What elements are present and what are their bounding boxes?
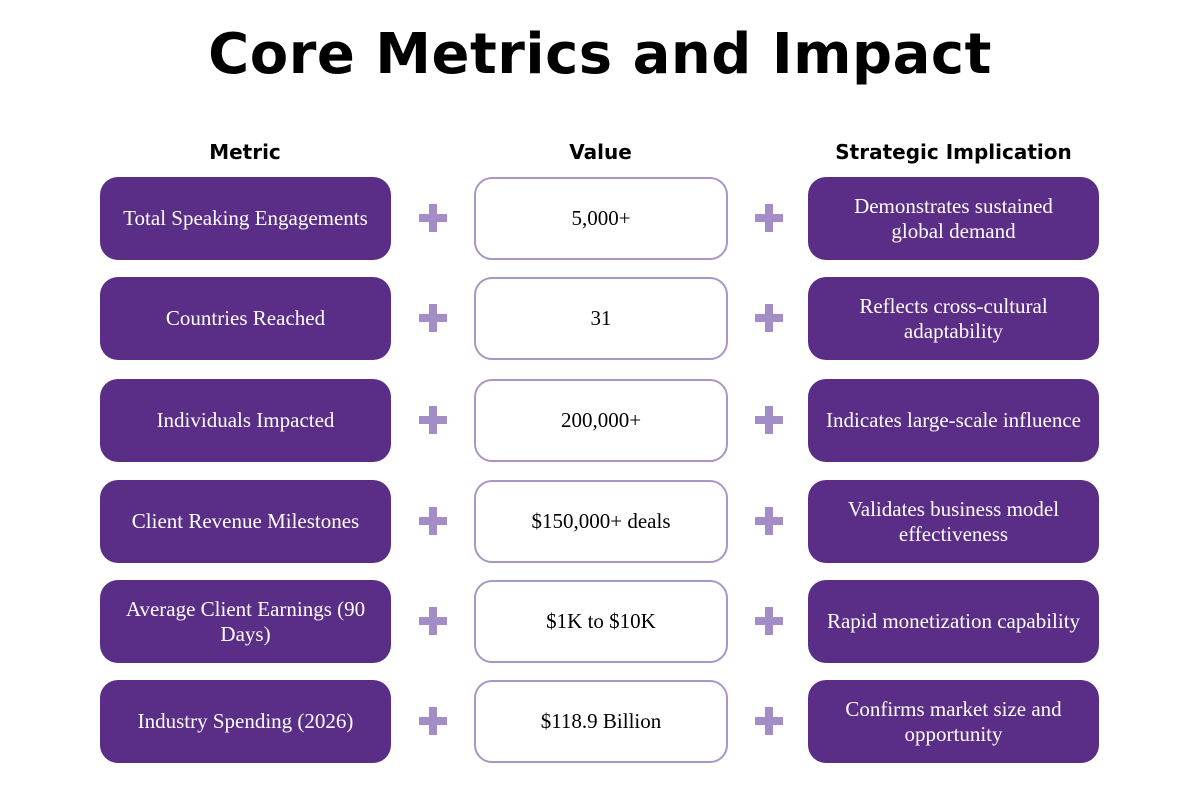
implication-box: Demonstrates sustained global demand bbox=[808, 177, 1099, 260]
value-box: $150,000+ deals bbox=[474, 480, 728, 563]
metric-row: Countries Reached 31 Reflects cross-cult… bbox=[0, 277, 1200, 360]
page-title: Core Metrics and Impact bbox=[208, 22, 992, 87]
plus-icon bbox=[419, 507, 447, 535]
metric-row: Client Revenue Milestones $150,000+ deal… bbox=[0, 480, 1200, 563]
value-box: 31 bbox=[474, 277, 728, 360]
metric-row: Average Client Earnings (90 Days) $1K to… bbox=[0, 580, 1200, 663]
implication-box: Rapid monetization capability bbox=[808, 580, 1099, 663]
plus-icon bbox=[419, 406, 447, 434]
value-box: 5,000+ bbox=[474, 177, 728, 260]
metric-box: Average Client Earnings (90 Days) bbox=[100, 580, 391, 663]
plus-icon bbox=[755, 707, 783, 735]
plus-icon bbox=[419, 204, 447, 232]
metric-box: Client Revenue Milestones bbox=[100, 480, 391, 563]
implication-box: Reflects cross-cultural adaptability bbox=[808, 277, 1099, 360]
metric-row: Individuals Impacted 200,000+ Indicates … bbox=[0, 379, 1200, 462]
implication-box: Indicates large-scale influence bbox=[808, 379, 1099, 462]
metric-box: Countries Reached bbox=[100, 277, 391, 360]
implication-box: Confirms market size and opportunity bbox=[808, 680, 1099, 763]
metric-box: Industry Spending (2026) bbox=[100, 680, 391, 763]
plus-icon bbox=[755, 304, 783, 332]
implication-box: Validates business model effectiveness bbox=[808, 480, 1099, 563]
column-header-metric: Metric bbox=[209, 140, 281, 164]
metric-box: Individuals Impacted bbox=[100, 379, 391, 462]
column-header-implication: Strategic Implication bbox=[835, 140, 1072, 164]
metric-row: Industry Spending (2026) $118.9 Billion … bbox=[0, 680, 1200, 763]
plus-icon bbox=[755, 607, 783, 635]
value-box: $118.9 Billion bbox=[474, 680, 728, 763]
plus-icon bbox=[419, 304, 447, 332]
plus-icon bbox=[419, 707, 447, 735]
metric-row: Total Speaking Engagements 5,000+ Demons… bbox=[0, 177, 1200, 260]
plus-icon bbox=[419, 607, 447, 635]
plus-icon bbox=[755, 406, 783, 434]
plus-icon bbox=[755, 204, 783, 232]
metric-box: Total Speaking Engagements bbox=[100, 177, 391, 260]
value-box: $1K to $10K bbox=[474, 580, 728, 663]
value-box: 200,000+ bbox=[474, 379, 728, 462]
plus-icon bbox=[755, 507, 783, 535]
column-header-value: Value bbox=[569, 140, 632, 164]
